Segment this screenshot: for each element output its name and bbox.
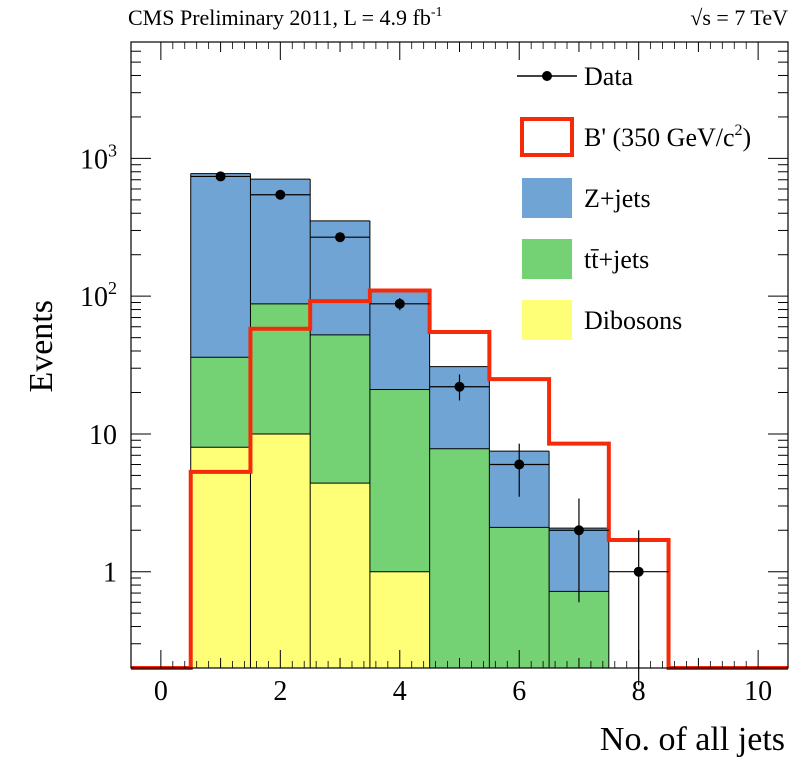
bar-tt-jets-5 [429,448,490,668]
data-point-4 [369,298,430,311]
x-tick-label: 4 [393,676,407,707]
stacked-fills [190,173,609,669]
signal-step-line [131,288,788,670]
axis-ticks [131,41,788,669]
legend-label-1: tt̄+jets [584,245,649,274]
legend-swatch-0 [522,178,572,218]
bar-tt-jets-6 [489,527,550,668]
bar-dibosons-2 [250,433,311,668]
bar-dibosons-3 [310,483,370,668]
legend-label-2: Dibosons [584,306,682,335]
header-left: CMS Preliminary 2011, L = 4.9 fb-1 [128,5,443,30]
data-marker [394,298,405,309]
x-tick-label: 6 [512,676,526,707]
data-marker [454,381,465,392]
legend-signal-swatch [520,117,574,157]
data-marker [573,525,584,536]
y-tick-label: 10 [89,420,117,451]
data-marker [215,171,226,182]
tick-labels: 0 2 4 6 8 10 1 10 102 103 [80,140,772,707]
header-right: √s = 7 TeV [690,5,788,30]
x-tick-label: 10 [744,676,772,707]
signal-histogram [131,288,788,670]
x-tick-label: 8 [632,676,646,707]
data-point-7 [549,498,609,603]
data-points [190,171,669,686]
bar-dibosons-1 [190,447,251,668]
bar-tt-jets-7 [549,591,609,668]
x-tick-label: 0 [154,676,168,707]
x-tick-label: 2 [273,676,287,707]
data-marker [633,566,644,577]
x-axis-label: No. of all jets [600,721,785,758]
data-marker [275,189,286,200]
data-point-6 [489,443,550,497]
y-tick-label: 102 [80,278,117,313]
legend: Data B' (350 GeV/c2) Z+jets tt̄+jets Diboson… [517,62,751,340]
legend-swatch-2 [522,300,572,340]
data-point-3 [310,232,370,243]
legend-data-marker [542,71,552,81]
y-tick-label: 1 [103,558,117,589]
y-axis-label: Events [23,300,60,393]
data-point-1 [190,171,251,182]
legend-label-0: Z+jets [584,184,651,213]
data-marker [335,232,346,243]
y-tick-label: 103 [80,140,117,175]
legend-label-signal: B' (350 GeV/c2) [584,122,751,152]
data-point-5 [429,374,490,401]
stack-outlines [190,173,610,668]
data-point-2 [250,189,311,200]
legend-label-data: Data [584,62,634,91]
data-marker [514,459,525,470]
legend-swatch-1 [522,239,572,279]
